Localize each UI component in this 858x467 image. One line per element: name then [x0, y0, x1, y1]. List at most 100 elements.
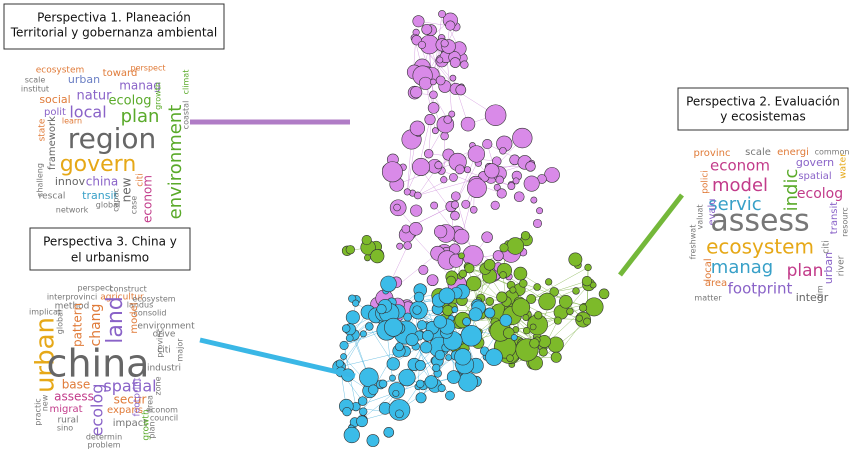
cloud-word: econom — [710, 157, 770, 175]
cloud-word: urban — [822, 252, 835, 284]
node — [440, 176, 448, 184]
node — [417, 40, 426, 49]
node — [532, 218, 543, 228]
node — [395, 409, 404, 419]
node — [394, 342, 404, 352]
node — [340, 353, 347, 360]
node — [538, 292, 556, 311]
node — [434, 349, 446, 361]
node — [437, 384, 446, 393]
box-title: Perspectiva 3. China y — [43, 235, 177, 249]
edge — [433, 94, 448, 120]
cloud-word: footprint — [133, 377, 143, 416]
cloud-word: drive — [153, 330, 176, 340]
cloud-word: sino — [57, 424, 73, 433]
cloud-word: spatial — [103, 377, 156, 396]
node — [359, 367, 379, 388]
title-box — [677, 87, 849, 131]
cloud-word: impact — [113, 418, 147, 429]
cloud-word: spatial — [798, 171, 831, 182]
node — [520, 231, 531, 241]
cloud-word: natur — [77, 89, 113, 104]
cloud-word: model — [129, 302, 140, 333]
cloud-word: ecolog — [109, 94, 152, 109]
node — [416, 320, 427, 331]
node — [403, 312, 413, 322]
cloud-word: global — [56, 310, 65, 334]
cloud-word: implicat — [29, 308, 61, 317]
node — [484, 307, 496, 319]
node — [450, 210, 460, 221]
cloud-word: ecosystem — [132, 295, 175, 304]
node — [352, 299, 360, 307]
cloud-word: citi — [136, 173, 146, 186]
node — [445, 390, 455, 401]
cloud-word: practic — [34, 398, 43, 425]
node — [455, 84, 467, 96]
cloud-word: scale — [745, 147, 771, 158]
cloud-word: new — [120, 177, 134, 202]
box-title: el urbanismo — [71, 251, 149, 265]
cloud-word: ecolog — [797, 186, 843, 202]
node — [445, 354, 452, 361]
cloud-word: area — [146, 395, 155, 413]
cloud-word: region — [68, 122, 157, 155]
cloud-word: toward — [103, 68, 138, 79]
node — [511, 298, 531, 317]
node — [389, 374, 396, 382]
cloud-word: migrat — [49, 404, 82, 415]
cloud-word: challeng — [36, 163, 45, 197]
cloud-word: zone — [154, 376, 163, 395]
title-box — [3, 3, 225, 50]
cloud-word: polit — [44, 107, 66, 118]
cloud-word: agricultur — [100, 293, 144, 303]
node — [357, 396, 368, 406]
node — [568, 252, 583, 267]
cloud-word: assess — [710, 204, 809, 239]
node — [438, 10, 446, 18]
cloud-word: river — [837, 255, 847, 276]
node — [426, 274, 439, 287]
box-title: Territorial y gobernanza ambiental — [10, 26, 217, 40]
node — [485, 296, 495, 306]
cloud-word: econom — [146, 406, 178, 415]
cloud-word: polici — [701, 170, 711, 194]
cloud-word: base — [62, 378, 91, 392]
node — [467, 178, 487, 199]
node — [484, 163, 500, 179]
cloud-word: network — [56, 206, 89, 215]
cloud-word: china — [86, 175, 119, 189]
node — [458, 372, 478, 392]
node — [453, 228, 470, 245]
cloud-word: provinc — [694, 148, 731, 159]
cloud-word: econom — [141, 175, 155, 223]
node — [496, 188, 507, 199]
cloud-word: urban — [31, 317, 61, 393]
node — [414, 360, 426, 371]
node — [536, 207, 544, 215]
cloud-word: land — [103, 296, 128, 344]
cloud-word: ecosystem — [706, 235, 814, 259]
node — [339, 340, 349, 350]
node — [553, 316, 562, 325]
cloud-word: govern — [796, 156, 834, 169]
cloud-word: institut — [21, 85, 49, 94]
node — [392, 389, 400, 397]
node — [499, 271, 507, 279]
node — [451, 191, 461, 202]
node — [410, 204, 423, 217]
node — [416, 379, 425, 389]
node — [409, 120, 425, 136]
node — [401, 224, 411, 234]
node — [381, 161, 403, 183]
cloud-word: indic — [781, 169, 802, 212]
node — [495, 175, 504, 185]
cloud-word: chang — [88, 304, 104, 347]
node — [575, 314, 583, 322]
cloud-word: freshwat — [689, 225, 698, 260]
node — [443, 115, 453, 124]
cloud-word: case — [130, 196, 139, 214]
node — [522, 327, 531, 335]
node — [525, 161, 536, 172]
cloud-word: consolid — [134, 309, 167, 318]
